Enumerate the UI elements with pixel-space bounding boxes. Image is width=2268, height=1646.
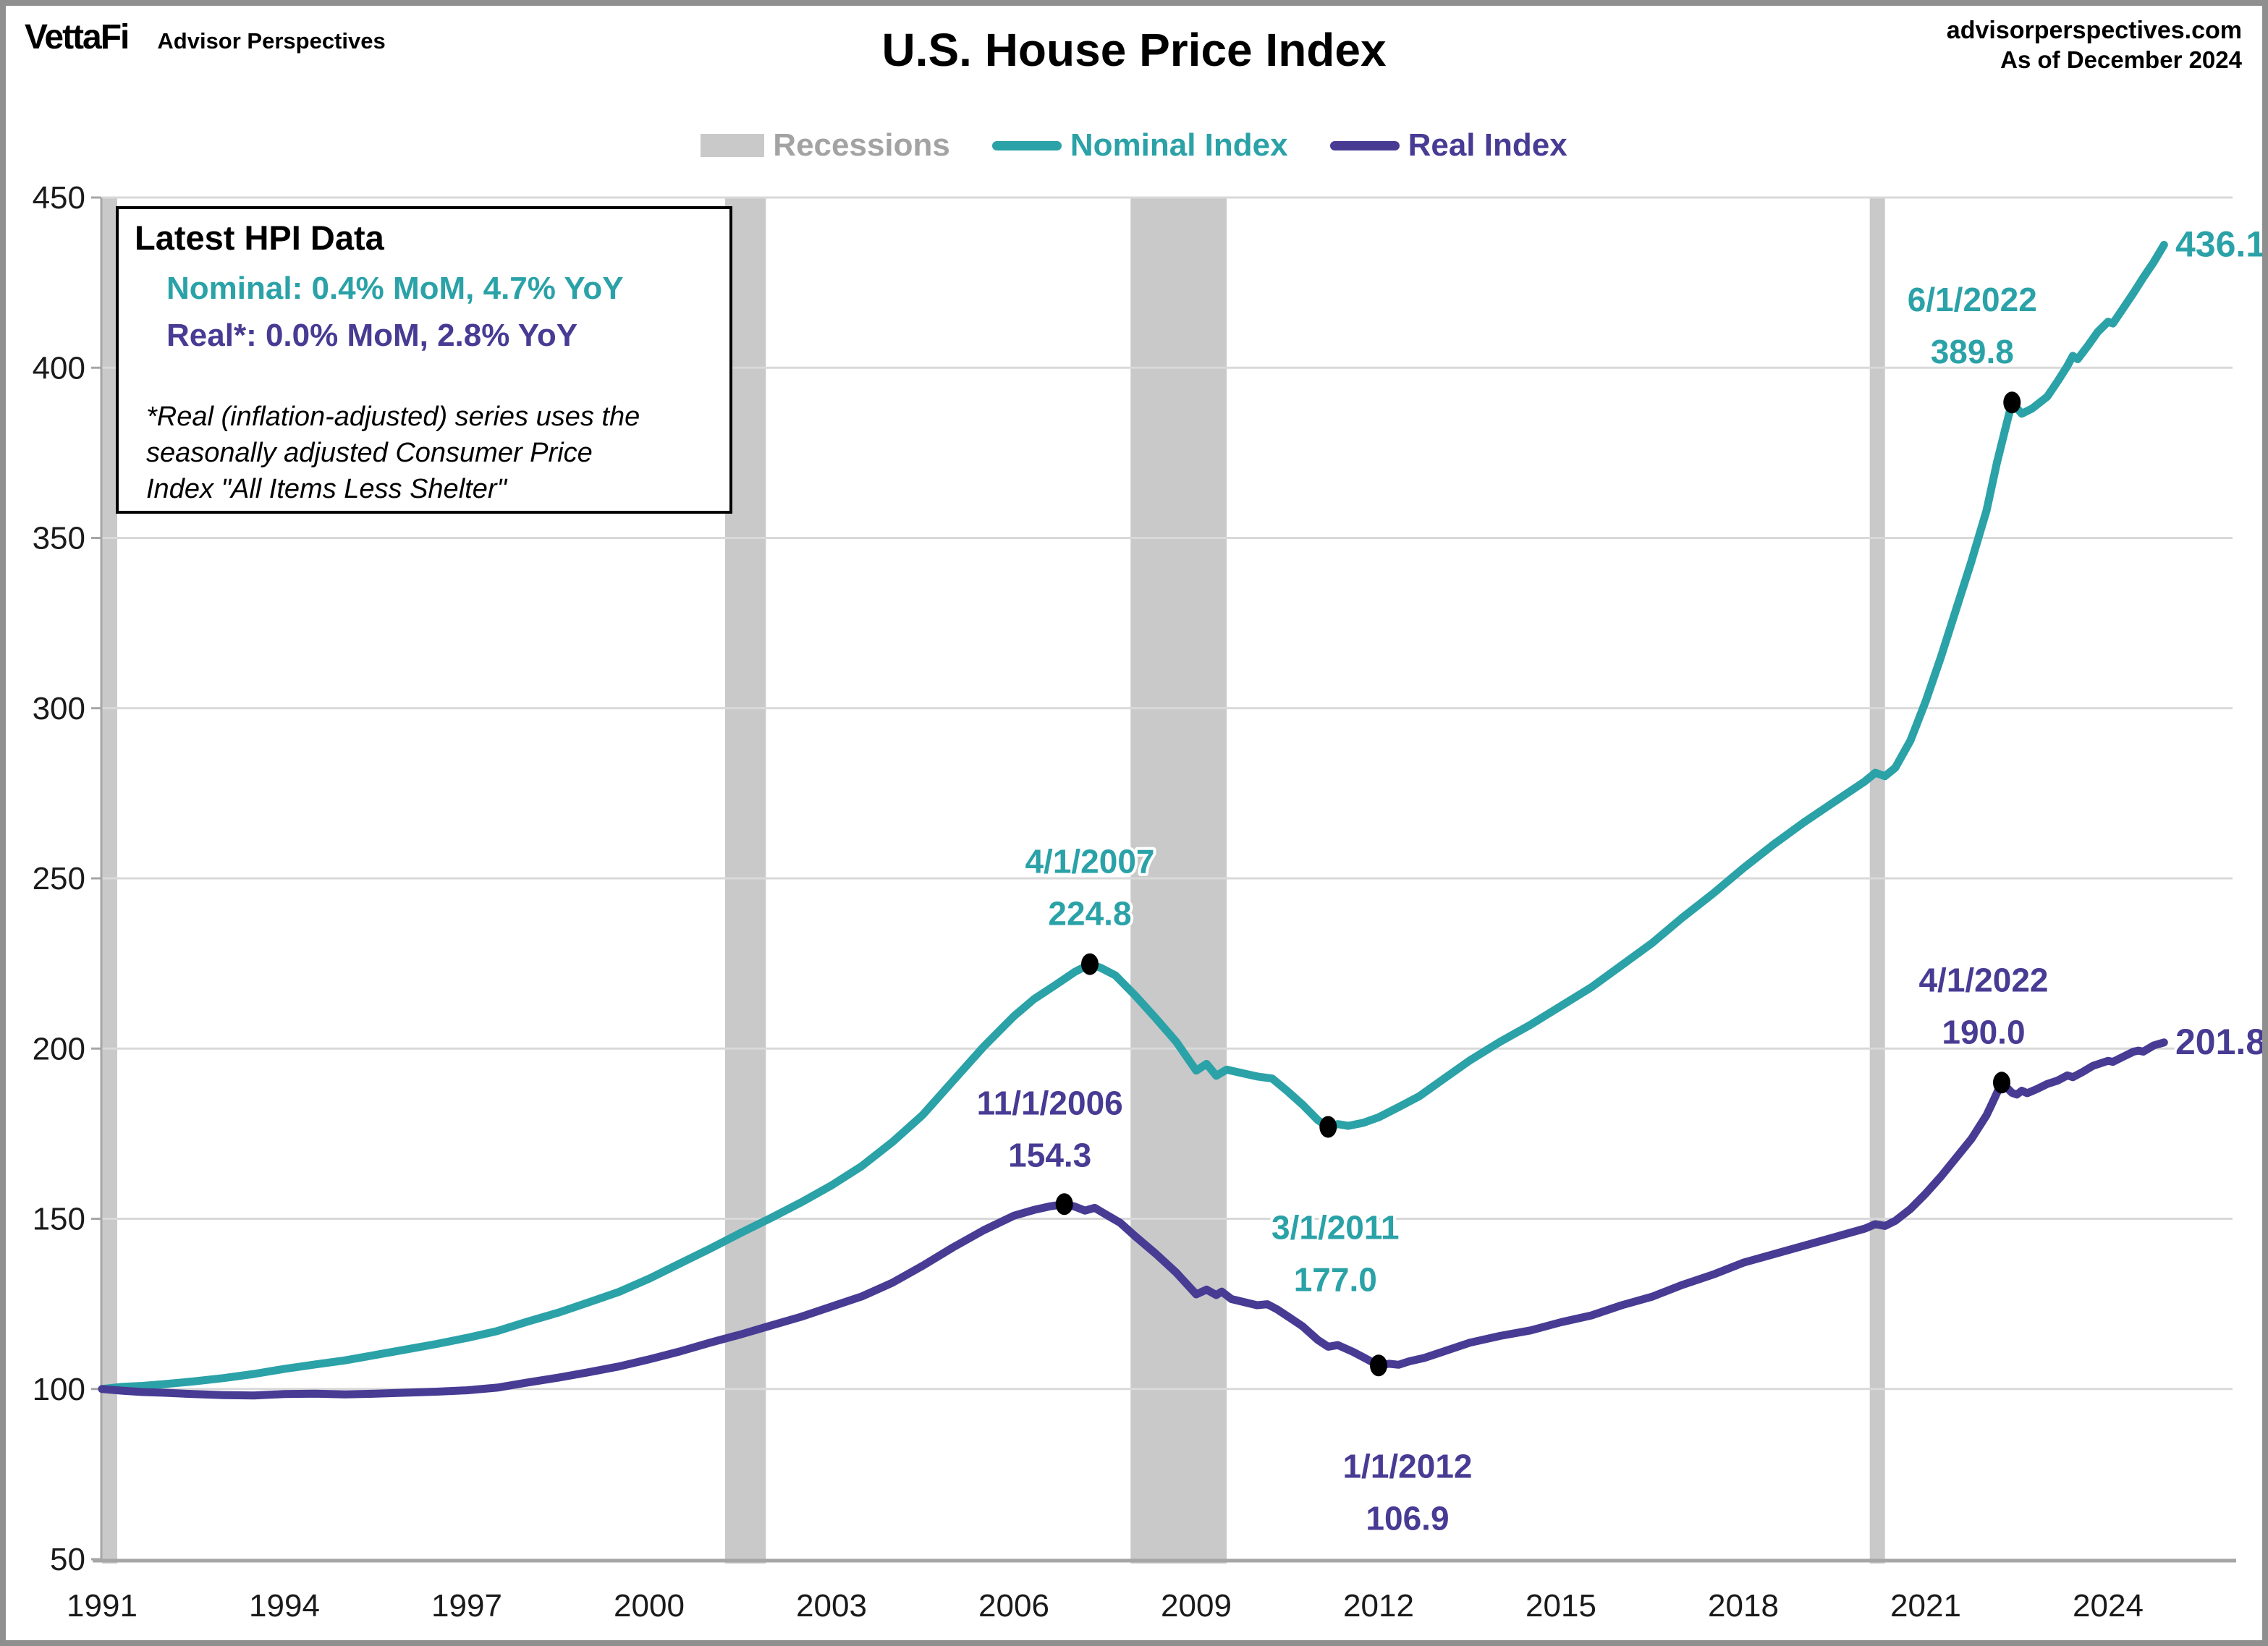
annotation-date-nominal-trough-2011: 3/1/2011 <box>1271 1208 1400 1246</box>
y-tick-label-200: 200 <box>33 1031 85 1066</box>
y-tick-label-450: 450 <box>33 180 85 216</box>
nominal-stat-line: Nominal: 0.4% MoM, 4.7% YoY <box>166 271 624 306</box>
annotation-value-nominal-peak-2007: 224.8 <box>1048 895 1131 933</box>
end-label-real-latest: 201.8 <box>2175 1022 2266 1062</box>
marker-nominal-trough-2011 <box>1319 1116 1337 1138</box>
annotation-value-nominal-2022: 389.8 <box>1931 333 2014 370</box>
nominal-line-swatch <box>991 140 1062 150</box>
legend-item-nominal: Nominal Index <box>991 127 1288 164</box>
footnote-line-3: Index "All Items Less Shelter" <box>146 474 507 505</box>
legend-item-recessions: Recessions <box>701 127 950 164</box>
y-tick-label-400: 400 <box>33 350 85 386</box>
x-tick-label-1997: 1997 <box>431 1588 502 1624</box>
annotation-date-nominal-2022: 6/1/2022 <box>1908 281 2037 318</box>
annotation-date-nominal-peak-2007: 4/1/2007 <box>1025 843 1154 881</box>
marker-real-2022 <box>1992 1072 2010 1094</box>
x-tick-label-2012: 2012 <box>1343 1588 1414 1624</box>
y-tick-label-150: 150 <box>33 1202 85 1237</box>
x-tick-label-2024: 2024 <box>2073 1588 2144 1624</box>
real-stat-line: Real*: 0.0% MoM, 2.8% YoY <box>166 318 578 353</box>
x-tick-label-2021: 2021 <box>1890 1588 1961 1624</box>
footnote-line-1: *Real (inflation-adjusted) series uses t… <box>146 402 640 432</box>
recession-band-3 <box>1869 198 1885 1564</box>
x-tick-label-2018: 2018 <box>1708 1588 1779 1624</box>
annotation-date-real-peak-2006: 11/1/2006 <box>977 1084 1123 1121</box>
x-tick-label-1994: 1994 <box>249 1588 320 1624</box>
legend-label-nominal: Nominal Index <box>1070 127 1288 163</box>
annotation-value-real-trough-2012: 106.9 <box>1366 1499 1449 1537</box>
x-tick-label-1991: 1991 <box>67 1588 137 1624</box>
y-tick-label-300: 300 <box>33 691 85 726</box>
brand-subtitle: Advisor Perspectives <box>157 28 386 54</box>
x-tick-label-2006: 2006 <box>978 1588 1049 1624</box>
marker-nominal-peak-2007 <box>1080 953 1099 975</box>
y-tick-label-100: 100 <box>33 1372 85 1407</box>
page-title: U.S. House Price Index <box>881 24 1387 76</box>
series-line-real-index <box>98 1038 2168 1400</box>
real-line-swatch <box>1329 140 1400 150</box>
y-tick-label-350: 350 <box>33 521 85 556</box>
marker-nominal-2022 <box>2003 391 2021 414</box>
info-box-title: Latest HPI Data <box>135 219 384 257</box>
legend: Recessions Nominal Index Real Index <box>0 127 2268 164</box>
annotation-value-real-peak-2006: 154.3 <box>1008 1136 1091 1174</box>
x-tick-label-2015: 2015 <box>1526 1588 1596 1624</box>
vettafi-logo: VettaFi <box>25 18 130 56</box>
annotation-date-real-trough-2012: 1/1/2012 <box>1342 1447 1472 1485</box>
recession-band-0 <box>102 198 117 1564</box>
marker-real-peak-2006 <box>1055 1193 1073 1216</box>
x-tick-label-2009: 2009 <box>1161 1588 1232 1624</box>
recession-swatch <box>701 134 765 157</box>
series-line-nominal-index <box>98 240 2168 1393</box>
y-tick-label-50: 50 <box>50 1542 85 1577</box>
annotation-date-real-2022: 4/1/2022 <box>1918 961 2048 998</box>
annotation-value-nominal-trough-2011: 177.0 <box>1294 1260 1377 1298</box>
legend-label-recessions: Recessions <box>773 127 950 163</box>
as-of-date: As of December 2024 <box>2000 46 2242 74</box>
x-tick-label-2003: 2003 <box>796 1588 867 1624</box>
source-url: advisorperspectives.com <box>1946 17 2242 44</box>
real-series-footnote: *Real (inflation-adjusted) series uses t… <box>146 399 640 507</box>
marker-real-trough-2012 <box>1369 1354 1387 1377</box>
legend-item-real: Real Index <box>1329 127 1567 164</box>
end-label-nominal-latest: 436.1 <box>2175 224 2266 264</box>
source-attribution: advisorperspectives.com As of December 2… <box>1947 16 2242 75</box>
y-tick-label-250: 250 <box>33 861 85 896</box>
recession-band-2 <box>1130 198 1227 1564</box>
brand-header: VettaFi Advisor Perspectives <box>25 17 386 57</box>
x-tick-label-2000: 2000 <box>614 1588 685 1624</box>
annotation-value-real-2022: 190.0 <box>1942 1013 2025 1051</box>
latest-hpi-data-box: Latest HPI Data Nominal: 0.4% MoM, 4.7% … <box>116 206 732 514</box>
legend-label-real: Real Index <box>1408 127 1567 163</box>
footnote-line-2: seasonally adjusted Consumer Price <box>146 438 593 469</box>
